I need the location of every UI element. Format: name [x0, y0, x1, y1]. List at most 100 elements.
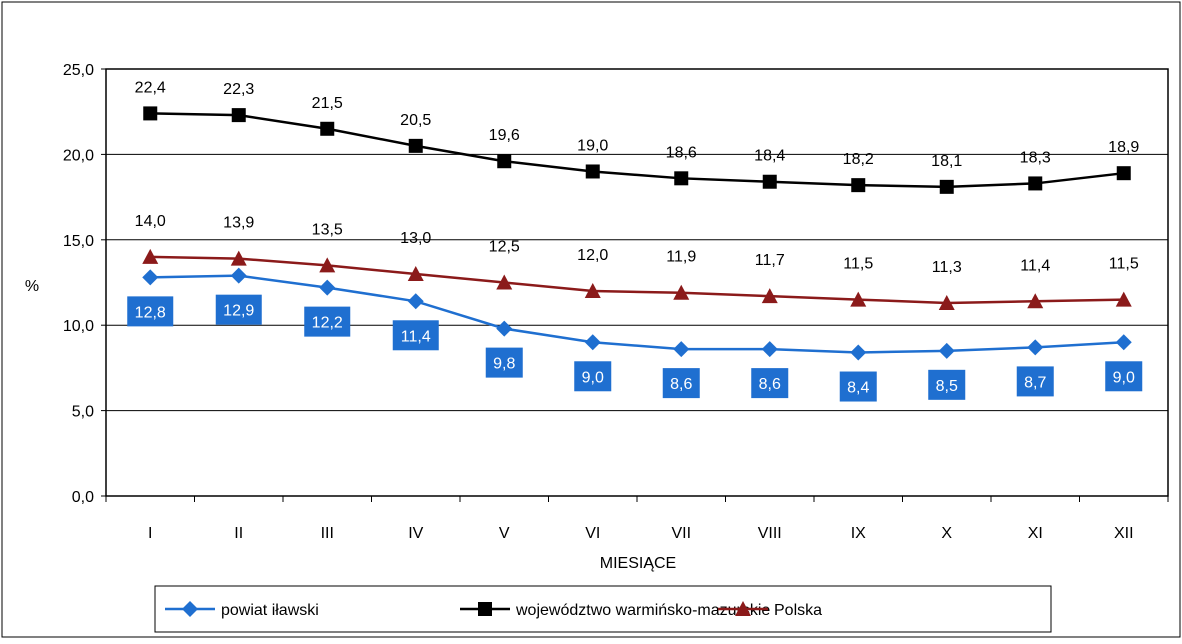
- data-label-box: [1105, 361, 1143, 392]
- y-tick-label: 25,0: [63, 62, 94, 79]
- marker-diamond: [938, 342, 955, 359]
- marker-triangle: [1027, 293, 1044, 309]
- marker-square: [1116, 166, 1131, 181]
- data-label: 18,2: [843, 151, 874, 168]
- x-tick-label: IX: [851, 525, 866, 542]
- marker-diamond: [850, 344, 867, 361]
- data-label: 18,3: [1020, 149, 1051, 166]
- series-line: [150, 274, 1124, 354]
- data-label-box: [215, 294, 262, 325]
- marker-square: [478, 602, 492, 616]
- marker-diamond: [496, 320, 513, 337]
- data-label-box: [304, 306, 351, 337]
- marker-square: [408, 138, 423, 153]
- marker-square: [143, 106, 158, 121]
- series-line: [150, 112, 1124, 189]
- data-label-box: [574, 361, 612, 392]
- data-label: 19,6: [489, 127, 520, 144]
- marker-square: [320, 121, 335, 136]
- marker-triangle: [584, 283, 601, 299]
- x-tick-label: II: [234, 525, 243, 542]
- data-label-box: [127, 296, 174, 327]
- legend-label: Polska: [774, 602, 822, 619]
- x-tick-label: XI: [1028, 525, 1043, 542]
- x-tick-label: VI: [585, 525, 600, 542]
- grid: [106, 153, 1168, 412]
- marker-triangle: [230, 250, 247, 266]
- y-tick-label: 5,0: [72, 404, 94, 421]
- data-label: 9,8: [493, 356, 515, 373]
- marker-triangle: [1115, 291, 1132, 307]
- data-labels: 22,4 22,3 21,5 20,5 19,6 19,0 18,6 18,4 18,2 18,1…: [127, 79, 1143, 402]
- marker-square: [585, 164, 600, 179]
- marker-triangle: [407, 265, 424, 281]
- data-label: 11,4: [401, 328, 431, 345]
- data-label: 8,7: [1024, 374, 1046, 391]
- data-label: 9,0: [1113, 369, 1135, 386]
- data-label: 21,5: [312, 95, 343, 112]
- data-label-box: [928, 369, 966, 400]
- data-label: 18,1: [931, 153, 962, 170]
- data-label-box: [485, 347, 523, 378]
- x-tick-label: VIII: [758, 525, 782, 542]
- data-label: 8,5: [936, 378, 958, 395]
- data-label-box: [662, 368, 700, 399]
- y-tick-label: 10,0: [63, 318, 94, 335]
- marker-diamond: [182, 601, 198, 617]
- series: [142, 106, 1132, 361]
- x-tick-label: III: [321, 525, 334, 542]
- data-label: 11,9: [666, 249, 696, 266]
- marker-triangle: [761, 288, 778, 304]
- marker-square: [1028, 176, 1043, 191]
- data-label: 12,0: [577, 247, 608, 264]
- marker-diamond: [584, 334, 601, 351]
- marker-diamond: [1115, 334, 1132, 351]
- y-tick-label: 20,0: [63, 147, 94, 164]
- y-tick-label: 0,0: [72, 489, 94, 506]
- marker-diamond: [407, 293, 424, 310]
- x-tick-label: X: [941, 525, 952, 542]
- data-label: 14,0: [135, 213, 166, 230]
- legend-label: powiat iławski: [221, 602, 319, 619]
- data-label-box: [392, 320, 439, 351]
- data-label: 12,2: [312, 315, 343, 332]
- data-label: 13,5: [312, 221, 343, 238]
- marker-square: [851, 178, 866, 193]
- marker-diamond: [1027, 339, 1044, 356]
- data-label-box: [1016, 366, 1054, 397]
- data-label: 13,0: [400, 230, 431, 247]
- data-label: 22,3: [223, 81, 254, 98]
- marker-triangle: [938, 294, 955, 310]
- axes: 0,05,010,015,020,025,0I II III IV V VI VII VIII…: [63, 62, 1169, 542]
- legend: powiat iławski województwo warmińsko-mazu…: [154, 585, 1052, 633]
- marker-diamond: [761, 341, 778, 358]
- marker-triangle: [850, 291, 867, 307]
- series-line: [150, 255, 1124, 305]
- marker-triangle: [142, 248, 159, 264]
- data-label: 22,4: [135, 79, 166, 96]
- data-label: 12,9: [223, 303, 254, 320]
- series-group: [142, 248, 1132, 310]
- data-label: 13,9: [223, 215, 254, 232]
- data-label-box: [751, 368, 789, 399]
- marker-diamond: [673, 341, 690, 358]
- series-group: [143, 106, 1131, 194]
- data-label: 11,3: [932, 259, 962, 276]
- series-group: [142, 267, 1132, 361]
- y-axis-label: %: [25, 278, 39, 295]
- marker-square: [762, 174, 777, 189]
- marker-triangle: [496, 274, 513, 290]
- data-label: 19,0: [577, 137, 608, 154]
- marker-triangle: [673, 284, 690, 300]
- marker-diamond: [142, 269, 159, 286]
- data-label: 11,7: [755, 252, 785, 269]
- marker-square: [674, 171, 689, 186]
- data-label: 8,6: [670, 376, 692, 393]
- marker-diamond: [319, 279, 336, 296]
- x-tick-label: VII: [671, 525, 691, 542]
- marker-square: [497, 154, 512, 169]
- y-tick-label: 15,0: [63, 233, 94, 250]
